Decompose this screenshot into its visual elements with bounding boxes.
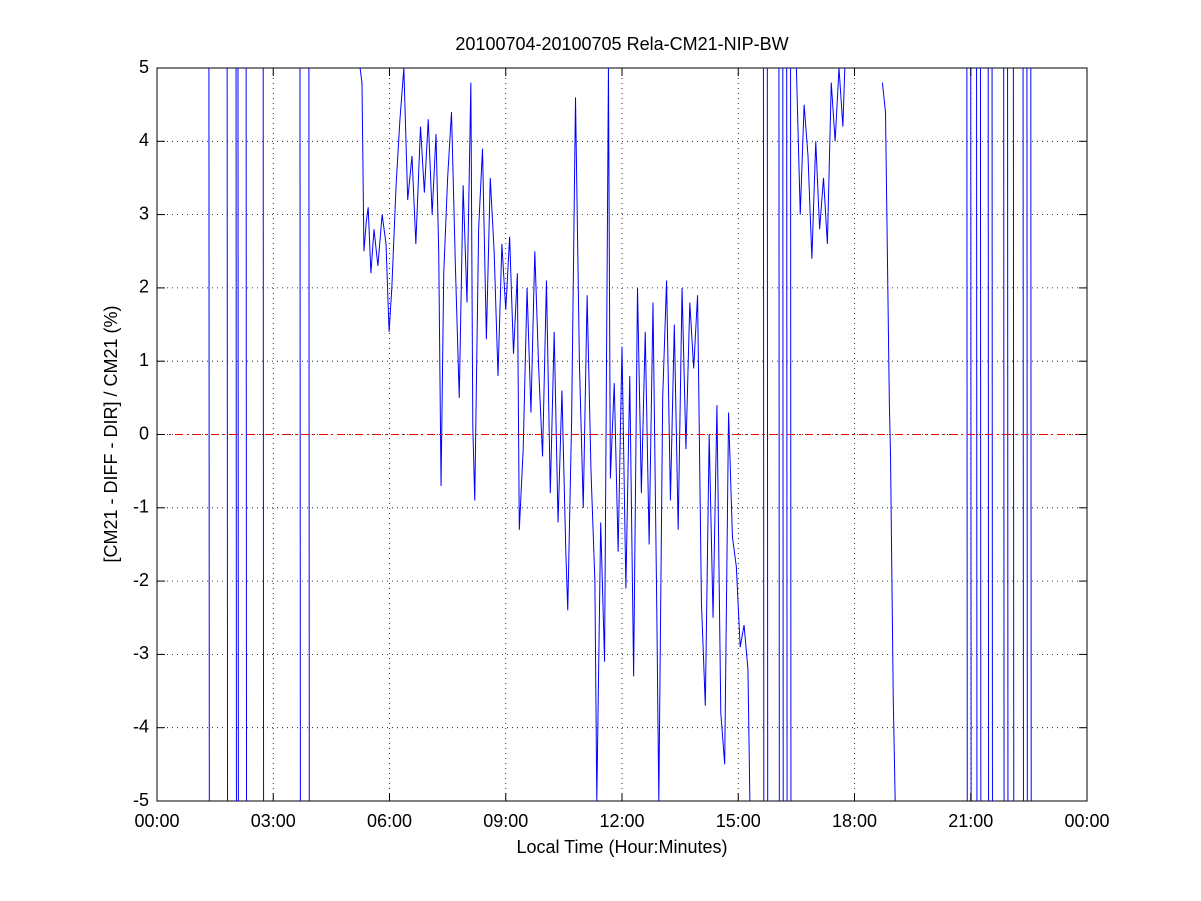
- y-tick-label: -2: [133, 570, 149, 590]
- y-axis-label: [CM21 - DIFF - DIR] / CM21 (%): [101, 305, 121, 562]
- y-tick-label: -4: [133, 716, 149, 736]
- x-tick-label: 00:00: [134, 811, 179, 831]
- x-tick-label: 00:00: [1064, 811, 1109, 831]
- y-tick-label: -5: [133, 790, 149, 810]
- x-tick-label: 18:00: [832, 811, 877, 831]
- x-tick-label: 12:00: [599, 811, 644, 831]
- y-tick-label: -3: [133, 643, 149, 663]
- x-axis-label: Local Time (Hour:Minutes): [516, 837, 727, 857]
- marks: [157, 68, 1087, 801]
- x-tick-label: 03:00: [251, 811, 296, 831]
- x-tick-label: 06:00: [367, 811, 412, 831]
- y-tick-label: 4: [139, 130, 149, 150]
- y-tick-label: 0: [139, 423, 149, 443]
- ticks: 00:00 03:00 06:00 09:00 12:00 15:00 18:00 21:00…: [133, 57, 1110, 831]
- x-tick-label: 09:00: [483, 811, 528, 831]
- y-tick-label: 2: [139, 277, 149, 297]
- chart-title: 20100704-20100705 Rela-CM21-NIP-BW: [455, 34, 788, 54]
- y-tick-label: 1: [139, 350, 149, 370]
- y-tick-label: 3: [139, 203, 149, 223]
- y-tick-label: -1: [133, 497, 149, 517]
- x-tick-label: 15:00: [716, 811, 761, 831]
- y-tick-label: 5: [139, 57, 149, 77]
- x-tick-label: 21:00: [948, 811, 993, 831]
